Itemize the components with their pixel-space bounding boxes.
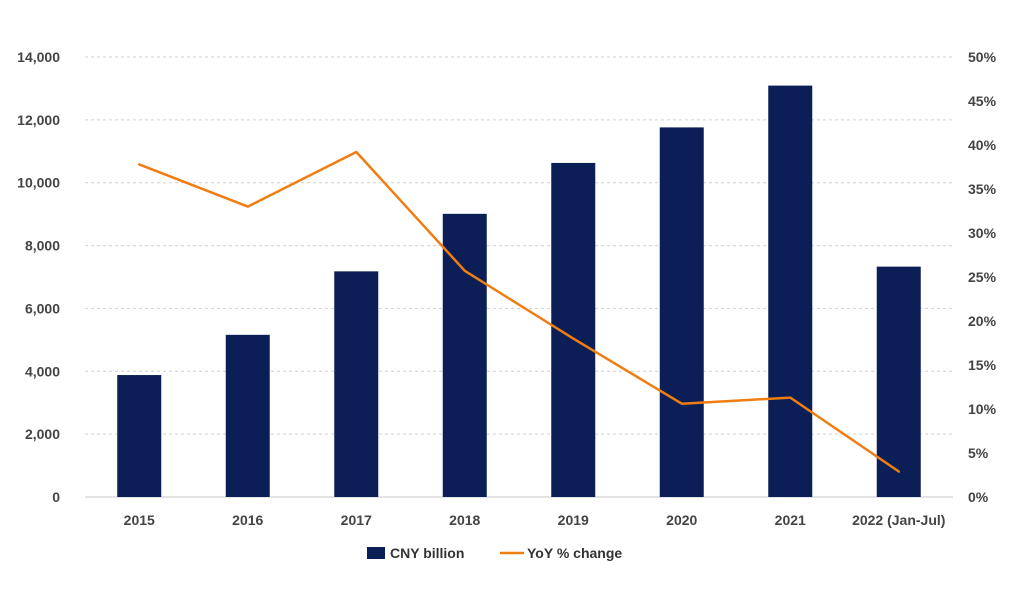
category-label: 2018 — [449, 512, 480, 528]
category-label: 2015 — [124, 512, 155, 528]
category-label: 2022 (Jan-Jul) — [852, 512, 945, 528]
bar-2021 — [768, 86, 812, 497]
gridlines — [85, 57, 953, 497]
bar-2017 — [334, 271, 378, 497]
left-tick-label: 4,000 — [25, 363, 60, 379]
left-axis: 0 2,000 4,000 6,000 8,000 10,000 12,000 14,000 — [17, 49, 60, 505]
bar-2020 — [660, 127, 704, 497]
x-axis: 2015 2016 2017 2018 2019 2020 2021 2022 (Jan-Ju… — [124, 512, 946, 528]
left-tick-label: 14,000 — [17, 49, 60, 65]
right-axis: 0% 5% 10% 15% 20% 25% 30% 35% 40% 45% 50% — [968, 49, 997, 505]
right-tick-label: 10% — [968, 401, 997, 417]
right-tick-label: 30% — [968, 225, 997, 241]
bar-2015 — [117, 375, 161, 497]
left-tick-label: 12,000 — [17, 112, 60, 128]
category-label: 2020 — [666, 512, 697, 528]
bar-series — [117, 86, 921, 497]
legend-line-label: YoY % change — [527, 545, 622, 561]
category-label: 2017 — [341, 512, 372, 528]
left-tick-label: 8,000 — [25, 238, 60, 254]
bar-2016 — [226, 335, 270, 497]
left-tick-label: 6,000 — [25, 300, 60, 316]
bar-2018 — [443, 214, 487, 497]
right-tick-label: 45% — [968, 93, 997, 109]
category-label: 2016 — [232, 512, 263, 528]
category-label: 2019 — [558, 512, 589, 528]
right-tick-label: 15% — [968, 357, 997, 373]
right-tick-label: 25% — [968, 269, 997, 285]
left-tick-label: 0 — [52, 489, 60, 505]
legend-bar-label: CNY billion — [390, 545, 464, 561]
right-tick-label: 0% — [968, 489, 989, 505]
left-tick-label: 2,000 — [25, 426, 60, 442]
right-tick-label: 50% — [968, 49, 997, 65]
right-tick-label: 35% — [968, 181, 997, 197]
legend: CNY billion YoY % change — [367, 545, 622, 561]
right-tick-label: 40% — [968, 137, 997, 153]
right-tick-label: 20% — [968, 313, 997, 329]
left-tick-label: 10,000 — [17, 175, 60, 191]
category-label: 2021 — [775, 512, 806, 528]
right-tick-label: 5% — [968, 445, 989, 461]
legend-bar-swatch — [367, 547, 385, 559]
